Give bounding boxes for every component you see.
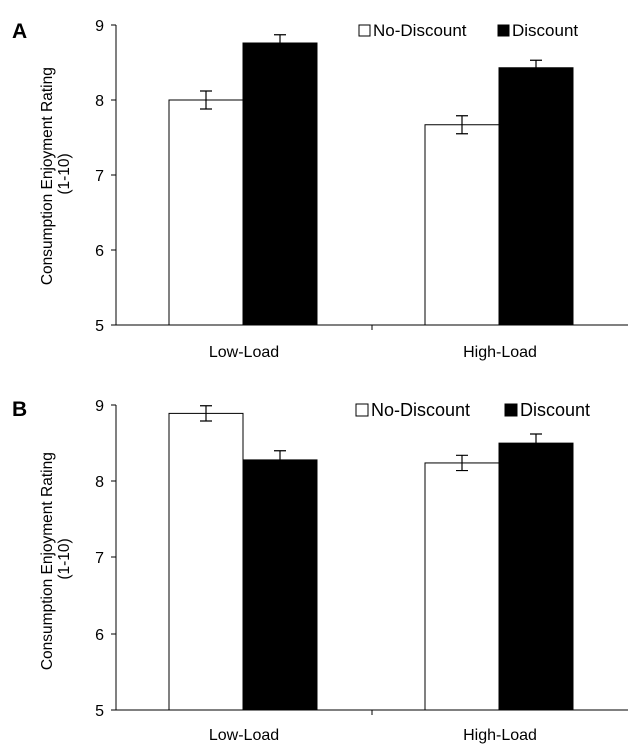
y-tick-label: 7 (95, 550, 104, 567)
y-tick-label: 9 (95, 398, 104, 415)
y-axis-title-line-1: Consumption Enjoyment Rating (39, 452, 56, 670)
legend-swatch-no-discount (355, 403, 369, 417)
y-ticks (111, 24, 116, 326)
bar-high-load-discount (498, 67, 574, 326)
legend-swatch-discount (504, 403, 518, 417)
error-bar-low-load-discount (274, 34, 286, 52)
y-axis-title: Consumption Enjoyment Rating (1-10) (39, 63, 73, 285)
error-bar-low-load-no-discount (200, 405, 212, 422)
y-axis-title-line-1: Consumption Enjoyment Rating (39, 67, 56, 285)
legend-label-no-discount: No-Discount (373, 21, 467, 40)
y-tick-label: 8 (95, 93, 104, 110)
x-tick-label: Low-Load (209, 344, 279, 361)
legend-label-no-discount: No-Discount (371, 400, 470, 420)
bar-high-load-no-discount (424, 124, 500, 326)
y-tick-label: 5 (95, 703, 104, 720)
legend-label-discount: Discount (512, 21, 578, 40)
error-bar-high-load-no-discount (456, 115, 468, 135)
x-tick-labels: Low-Load High-Load (209, 344, 537, 361)
bar-high-load-no-discount (424, 462, 500, 711)
y-tick-label: 8 (95, 474, 104, 491)
x-tick-label: High-Load (463, 727, 537, 744)
legend: No-Discount Discount (358, 21, 578, 40)
panel-b: B Consumption Enjoyment Rating (1-10) 5 … (12, 398, 628, 744)
error-bar-high-load-discount (530, 433, 542, 453)
error-bar-high-load-discount (530, 59, 542, 76)
y-tick-label: 5 (95, 318, 104, 335)
y-tick-label: 6 (95, 243, 104, 260)
bar-low-load-no-discount (168, 412, 244, 711)
x-tick-label: High-Load (463, 344, 537, 361)
legend-label-discount: Discount (520, 400, 590, 420)
bar-low-load-no-discount (168, 99, 244, 326)
y-axis-title-line-2: (1-10) (56, 153, 73, 194)
error-bars (200, 34, 542, 135)
legend-swatch-no-discount (358, 24, 371, 37)
error-bar-low-load-no-discount (200, 90, 212, 110)
panel-label: A (12, 20, 27, 43)
y-ticks (111, 404, 116, 711)
legend-swatch-discount (497, 24, 510, 37)
bars (168, 42, 574, 326)
panel-label: B (12, 398, 27, 421)
bar-low-load-discount (242, 42, 318, 326)
legend: No-Discount Discount (355, 400, 590, 420)
x-tick-label: Low-Load (209, 727, 279, 744)
y-tick-label: 9 (95, 18, 104, 35)
error-bar-low-load-discount (274, 450, 286, 470)
error-bar-high-load-no-discount (456, 454, 468, 472)
y-tick-label: 6 (95, 627, 104, 644)
error-bars (200, 405, 542, 472)
panel-a: A Consumption Enjoyment Rating (1-10) 5 … (12, 18, 628, 361)
x-tick-labels: Low-Load High-Load (209, 727, 537, 744)
y-tick-labels: 5 6 7 8 9 (95, 18, 104, 335)
y-axis-title: Consumption Enjoyment Rating (1-10) (39, 448, 73, 670)
y-axis-title-line-2: (1-10) (56, 538, 73, 579)
bar-high-load-discount (498, 442, 574, 711)
y-tick-label: 7 (95, 168, 104, 185)
bars (168, 412, 574, 711)
y-tick-labels: 5 6 7 8 9 (95, 398, 104, 720)
bar-low-load-discount (242, 459, 318, 711)
